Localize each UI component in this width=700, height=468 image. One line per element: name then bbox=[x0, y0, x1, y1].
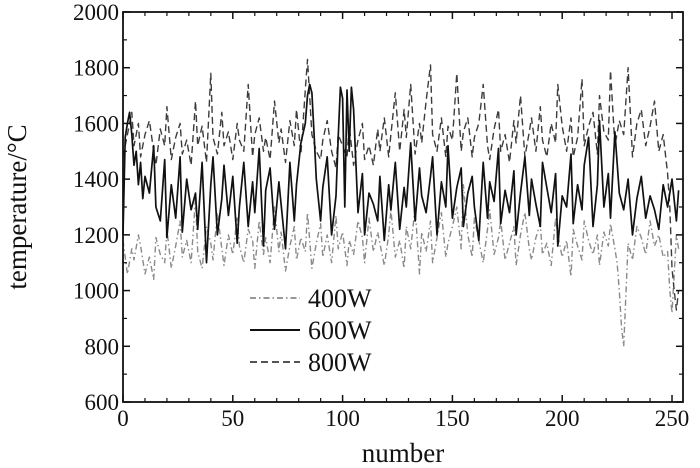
legend: 400W 600W 800W bbox=[244, 280, 394, 380]
ticks-layer: 0 50 100 150 200 250 600 800 1000 1200 1400 1600 180… bbox=[73, 0, 689, 431]
x-axis-label: number bbox=[362, 438, 444, 468]
legend-label-800w: 800W bbox=[308, 348, 372, 377]
series-line-600w bbox=[122, 83, 680, 264]
x-tick-label: 0 bbox=[117, 406, 129, 431]
x-tick-label: 150 bbox=[435, 406, 470, 431]
y-tick-label: 1400 bbox=[73, 167, 119, 192]
series-layer bbox=[122, 58, 680, 347]
legend-label-400w: 400W bbox=[308, 284, 372, 313]
y-tick-label: 1000 bbox=[73, 279, 119, 304]
y-tick-label: 800 bbox=[85, 334, 120, 359]
y-tick-label: 1200 bbox=[73, 223, 119, 248]
y-tick-label: 1800 bbox=[73, 56, 119, 81]
y-axis-label: temperature/°C bbox=[2, 124, 32, 289]
x-tick-label: 100 bbox=[325, 406, 360, 431]
legend-label-600w: 600W bbox=[308, 316, 372, 345]
plot-background bbox=[123, 12, 683, 402]
y-tick-label: 2000 bbox=[73, 0, 119, 25]
x-tick-label: 250 bbox=[655, 406, 690, 431]
y-tick-label: 600 bbox=[85, 390, 120, 415]
y-tick-label: 1600 bbox=[73, 111, 119, 136]
x-tick-label: 50 bbox=[221, 406, 244, 431]
x-tick-label: 200 bbox=[545, 406, 580, 431]
